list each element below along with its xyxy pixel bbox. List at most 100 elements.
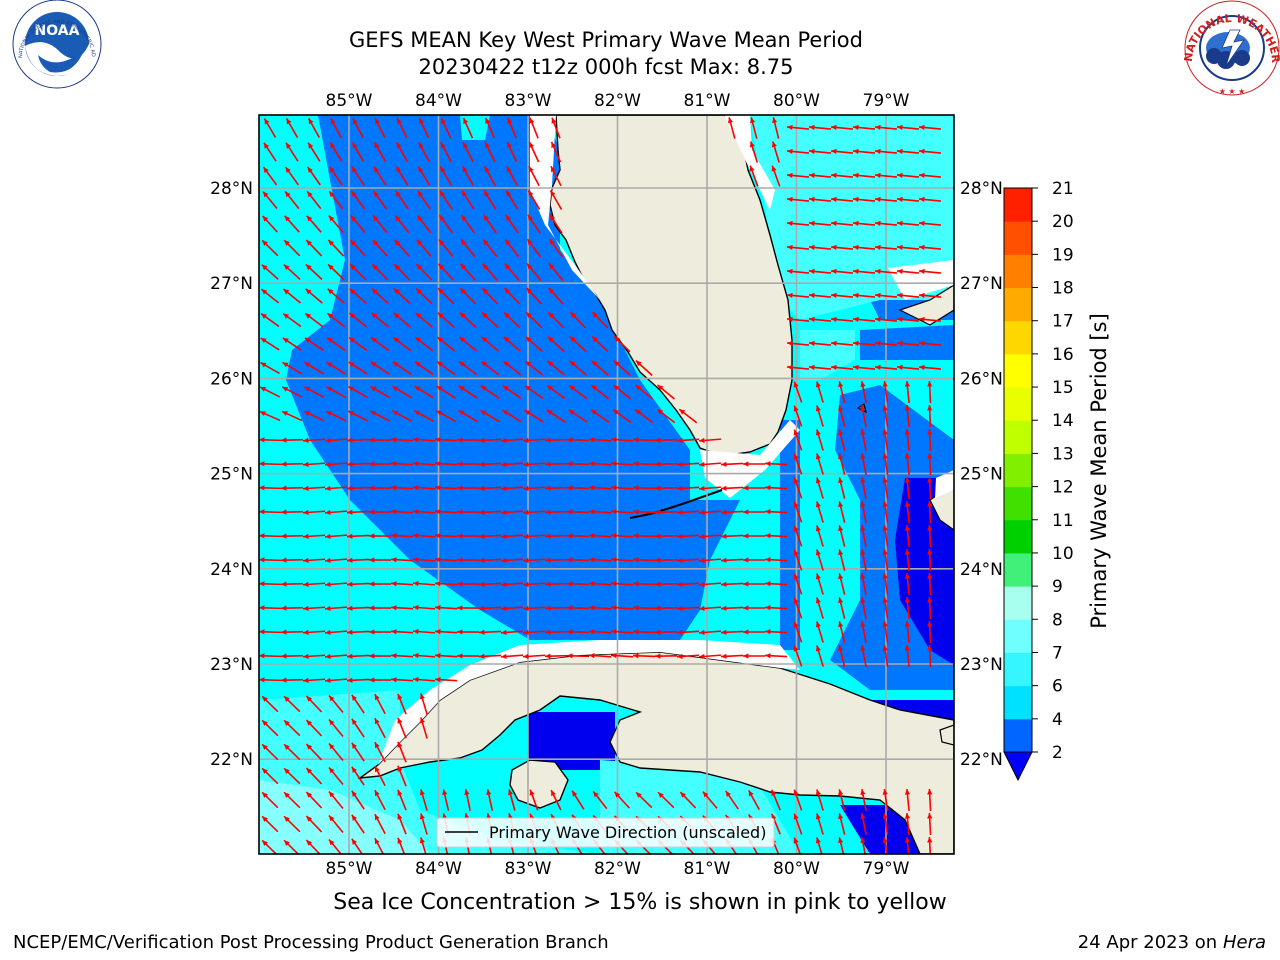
wave-arrow <box>414 336 434 352</box>
legend-label: Primary Wave Direction (unscaled) <box>489 823 766 842</box>
wave-arrow <box>478 605 502 611</box>
wave-arrow <box>458 360 478 376</box>
wave-arrow <box>526 263 542 281</box>
wave-arrow <box>852 364 876 371</box>
wave-arrow <box>927 644 933 668</box>
wave-arrow <box>927 572 933 596</box>
wave-arrow <box>632 629 656 635</box>
wave-arrow <box>657 791 675 809</box>
wave-arrow <box>566 605 590 611</box>
wave-arrow <box>904 644 911 668</box>
wave-arrow <box>368 485 392 491</box>
wave-arrow <box>484 117 496 139</box>
wave-arrow <box>461 190 475 210</box>
wave-arrow <box>280 509 304 515</box>
wave-arrow <box>676 581 700 587</box>
colorbar-extend <box>1003 751 1033 782</box>
lat-labels-right: 28°N 27°N 26°N 25°N 24°N 23°N 22°N <box>960 179 1003 770</box>
wave-arrow <box>786 292 810 299</box>
wave-arrow <box>874 220 898 227</box>
wave-arrow <box>414 385 434 399</box>
wave-arrow <box>478 509 502 515</box>
wave-arrow <box>502 360 522 376</box>
wave-arrow <box>838 453 846 475</box>
wave-arrow <box>918 244 942 251</box>
wave-arrow <box>283 791 301 809</box>
wave-arrow <box>742 629 766 635</box>
wave-arrow <box>372 239 388 257</box>
wave-arrow <box>304 312 324 328</box>
wave-arrow <box>896 124 920 131</box>
wave-arrow <box>588 484 612 491</box>
wave-arrow <box>830 172 854 179</box>
wave-arrow <box>500 485 524 492</box>
wave-arrow <box>852 124 876 131</box>
wave-arrow <box>302 653 326 659</box>
wave-arrow <box>698 557 722 564</box>
wave-arrow <box>393 263 411 281</box>
wave-arrow <box>610 532 634 539</box>
wave-arrow <box>720 581 744 587</box>
wave-arrow <box>282 361 302 375</box>
wave-arrow <box>676 557 700 563</box>
wave-arrow <box>500 557 524 564</box>
wave-arrow <box>460 263 476 281</box>
wave-arrow <box>390 533 414 539</box>
wave-arrow <box>566 485 590 491</box>
wave-arrow <box>808 220 832 227</box>
wave-arrow <box>280 557 304 563</box>
wave-arrow <box>896 316 920 323</box>
colorbar-tick-label: 11 <box>1052 511 1074 531</box>
wave-arrow <box>815 549 824 571</box>
wave-arrow <box>676 485 700 491</box>
wave-arrow <box>904 452 911 476</box>
wave-arrow <box>390 509 414 515</box>
wave-arrow <box>324 533 348 540</box>
colorbar: 2 4 6 7 8 9 10 11 12 13 14 15 16 17 18 19 20 21 <box>1003 179 1074 782</box>
wave-arrow <box>368 653 392 659</box>
wave-arrow <box>588 628 612 635</box>
wave-arrow <box>439 190 453 210</box>
wave-arrow <box>676 605 700 611</box>
wave-arrow <box>303 410 325 422</box>
wave-arrow <box>544 461 568 467</box>
wave-arrow <box>588 508 612 515</box>
wave-arrow <box>418 117 430 139</box>
wave-arrow <box>544 485 568 491</box>
wave-arrow <box>904 476 911 500</box>
wave-arrow <box>370 312 390 328</box>
wave-arrow <box>392 385 412 399</box>
wave-arrow <box>904 428 911 452</box>
wave-arrow <box>456 653 480 659</box>
wave-arrow <box>550 789 562 811</box>
wave-arrow <box>882 549 889 571</box>
wave-arrow <box>503 336 521 352</box>
wave-arrow <box>720 557 744 563</box>
wave-arrow <box>434 677 458 683</box>
wave-arrow <box>808 292 832 299</box>
wave-arrow <box>860 525 867 547</box>
wave-arrow <box>522 605 546 611</box>
wave-arrow <box>654 605 678 611</box>
wave-arrow <box>419 789 428 811</box>
wave-arrow <box>374 117 386 139</box>
wave-arrow <box>368 437 392 443</box>
wave-arrow <box>390 461 414 467</box>
wave-arrow <box>261 695 279 713</box>
wave-arrow <box>261 791 279 809</box>
lon-label-top: 79°W <box>863 91 910 111</box>
date-text: 24 Apr 2023 on <box>1077 932 1223 953</box>
wave-arrow <box>280 677 304 683</box>
wave-arrow <box>260 312 280 328</box>
wave-arrow <box>464 789 471 811</box>
wave-arrow <box>302 605 326 611</box>
wave-arrow <box>632 509 656 515</box>
wave-arrow <box>434 557 458 563</box>
wave-arrow <box>793 549 803 571</box>
wave-arrow <box>437 287 455 305</box>
wave-arrow <box>438 214 454 234</box>
wave-arrow <box>483 166 497 186</box>
colorbar-frame <box>1003 187 1033 753</box>
wave-arrow <box>698 437 722 444</box>
wave-arrow <box>860 477 867 499</box>
